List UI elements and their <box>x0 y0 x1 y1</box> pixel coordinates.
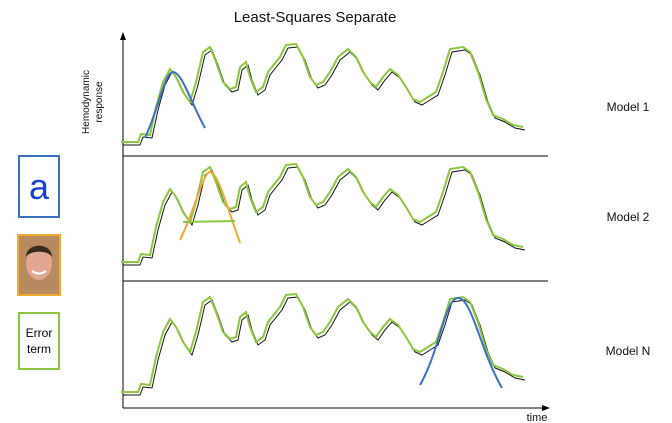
signal <box>123 47 525 145</box>
signal <box>123 167 525 265</box>
x-arrow <box>542 405 550 411</box>
diagram: Least-Squares Separate Hemodynamicrespon… <box>0 0 672 423</box>
model-label: Model N <box>606 344 651 358</box>
x-label: time <box>527 412 548 423</box>
signal <box>123 297 525 395</box>
letter: a <box>29 166 49 208</box>
model-label: Model 1 <box>607 100 650 114</box>
title: Least-Squares Separate <box>234 9 397 26</box>
error-box: Error term <box>18 312 60 370</box>
letter-box: a <box>18 155 60 218</box>
panel <box>121 294 525 395</box>
panel <box>121 164 525 265</box>
error-label: Error term <box>22 325 56 357</box>
fit <box>121 164 523 262</box>
fit <box>121 294 523 392</box>
y-arrow <box>120 32 126 40</box>
fit <box>121 44 523 142</box>
model-curve <box>420 298 502 388</box>
canvas: Least-Squares Separate Hemodynamicrespon… <box>0 0 672 423</box>
model-curve <box>180 172 240 243</box>
model-label: Model 2 <box>607 210 650 224</box>
fit <box>183 221 235 222</box>
